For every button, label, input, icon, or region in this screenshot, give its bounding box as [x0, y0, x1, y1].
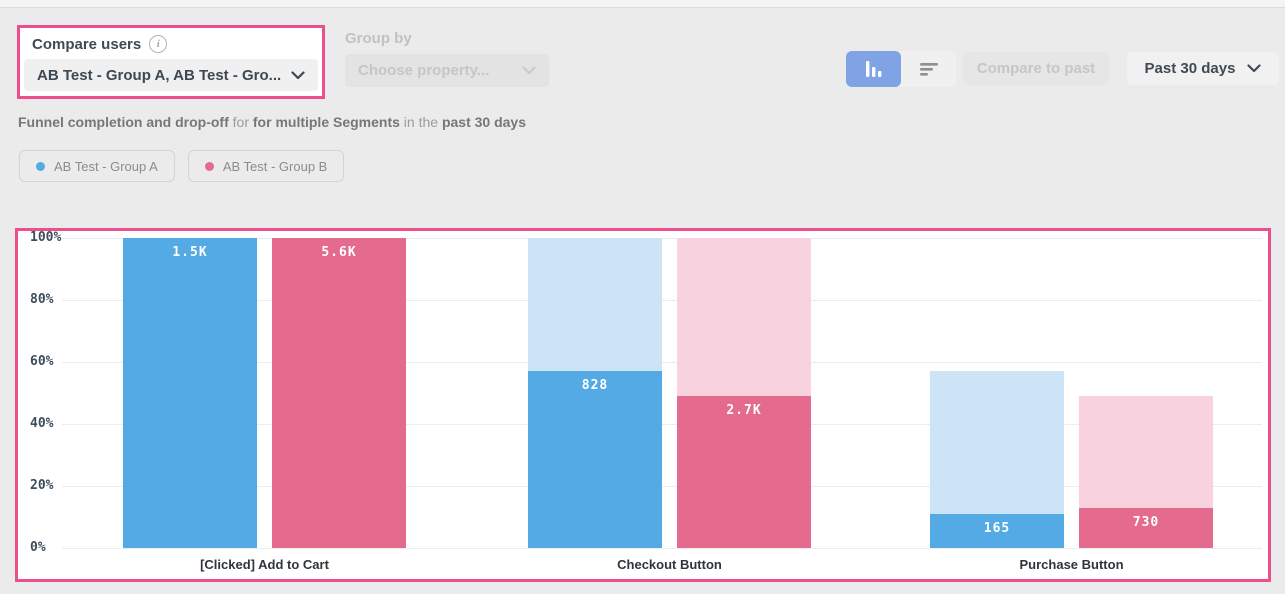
group-by-placeholder: Choose property... — [358, 62, 490, 79]
bar-value-label: 730 — [1132, 514, 1160, 530]
chevron-down-icon — [1247, 64, 1262, 73]
gridline — [62, 238, 1262, 239]
bar-chart-icon — [865, 61, 881, 77]
bar-value-label: 5.6K — [321, 245, 357, 260]
y-axis-tick-label: 80% — [30, 292, 54, 307]
date-range-dropdown[interactable]: Past 30 days — [1127, 52, 1279, 85]
horizontal-bars-icon — [919, 63, 938, 76]
x-axis-step-label: Checkout Button — [617, 557, 722, 572]
legend-label: AB Test - Group A — [54, 158, 158, 174]
bar-value-label: 828 — [581, 378, 609, 394]
gridline — [62, 300, 1262, 301]
y-axis-tick-label: 20% — [30, 478, 54, 493]
legend-dot-icon — [36, 161, 45, 171]
legend-item-group-a[interactable]: AB Test - Group A — [19, 150, 175, 182]
compare-users-value: AB Test - Group A, AB Test - Gro... — [37, 66, 282, 84]
legend-item-group-b[interactable]: AB Test - Group B — [187, 150, 345, 182]
compare-users-label-row: Compare users i — [32, 35, 322, 53]
y-axis-tick-label: 0% — [30, 540, 46, 555]
chart-inner: 100% 80% 60% 40% 20% 0% 1.5K 5.6K [Clicked] Add … — [18, 230, 1268, 579]
funnel-bar[interactable]: 5.6K — [272, 238, 406, 548]
gridline — [62, 362, 1262, 363]
subtitle-bold: for multiple Segments — [252, 114, 400, 130]
funnel-bar[interactable]: 730 — [1079, 507, 1213, 548]
chart-type-toggle — [846, 51, 956, 87]
report-subtitle: Funnel completion and drop-off for for m… — [18, 114, 526, 130]
subtitle-regular: in the — [399, 114, 442, 130]
compare-users-label: Compare users — [32, 35, 142, 53]
gridline — [62, 548, 1262, 549]
x-axis-step-label: [Clicked] Add to Cart — [200, 557, 329, 572]
list-view-button[interactable] — [901, 51, 956, 87]
group-by-dropdown[interactable]: Choose property... — [345, 54, 549, 87]
compare-to-past-button[interactable]: Compare to past — [963, 52, 1109, 85]
bar-value-label: 1.5K — [172, 245, 208, 260]
bar-value-label: 165 — [983, 520, 1011, 536]
chevron-down-icon — [291, 70, 305, 79]
bar-chart-view-button[interactable] — [846, 51, 901, 87]
x-axis-step-label: Purchase Button — [1019, 557, 1124, 572]
legend: AB Test - Group A AB Test - Group B — [19, 150, 345, 182]
info-icon[interactable]: i — [149, 35, 168, 53]
top-divider — [0, 0, 1285, 8]
subtitle-bold: past 30 days — [441, 114, 527, 130]
group-by-label: Group by — [345, 30, 412, 47]
y-axis-tick-label: 100% — [30, 230, 62, 245]
funnel-chart-panel: 100% 80% 60% 40% 20% 0% 1.5K 5.6K [Clicked] Add … — [15, 228, 1271, 582]
legend-label: AB Test - Group B — [222, 158, 328, 174]
bar-value-label: 2.7K — [726, 403, 762, 419]
y-axis-tick-label: 60% — [30, 354, 54, 369]
compare-users-dropdown[interactable]: AB Test - Group A, AB Test - Gro... — [24, 59, 318, 91]
funnel-bar[interactable]: 828 — [528, 371, 662, 548]
chevron-down-icon — [522, 66, 536, 75]
compare-users-panel: Compare users i AB Test - Group A, AB Te… — [17, 25, 325, 99]
date-range-label: Past 30 days — [1144, 60, 1236, 77]
y-axis-tick-label: 40% — [30, 416, 54, 431]
gridline — [62, 424, 1262, 425]
funnel-bar[interactable]: 165 — [930, 513, 1064, 548]
legend-dot-icon — [204, 161, 214, 171]
funnel-bar[interactable]: 1.5K — [123, 238, 257, 548]
subtitle-regular: for — [228, 114, 253, 130]
subtitle-bold: Funnel completion and drop-off — [18, 114, 229, 130]
gridline — [62, 486, 1262, 487]
funnel-bar[interactable]: 2.7K — [677, 396, 811, 548]
